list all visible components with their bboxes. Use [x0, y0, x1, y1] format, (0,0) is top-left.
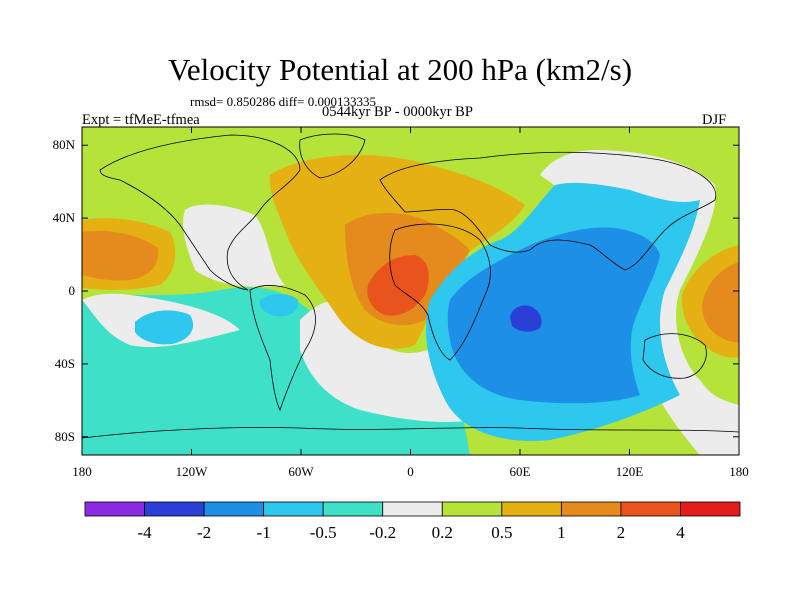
colorbar-level-label: 0.5: [491, 523, 512, 542]
x-tick-label: 180: [72, 464, 92, 479]
negative-strong-indian: [447, 227, 660, 404]
coastlines: [82, 133, 739, 439]
stats-label: rmsd= 0.850286 diff= 0.000133335: [190, 94, 376, 109]
period-label: 0544kyr BP - 0000kyr BP: [322, 104, 473, 120]
colorbar-swatch: [203, 501, 265, 517]
x-tick-label: 120E: [616, 464, 644, 479]
colorbar-swatch: [560, 501, 622, 517]
colorbar-swatch: [144, 501, 205, 517]
colorbar-level-label: 4: [676, 523, 685, 542]
positive-strong-pacific-west: [82, 230, 159, 281]
season-label: DJF: [702, 112, 727, 128]
neutral-patch-america: [183, 204, 285, 287]
y-tick-label: 40S: [55, 356, 75, 371]
y-tick-label: 80N: [53, 137, 76, 152]
experiment-label: Expt = tfMeE-tfmea: [82, 112, 200, 128]
colorbar-level-label: 0.2: [432, 523, 453, 542]
y-tick-label: 80S: [55, 429, 75, 444]
positive-max-atlantic: [367, 255, 429, 316]
colorbar-swatch: [501, 501, 562, 517]
negative-patch-south-america: [259, 294, 299, 317]
map-title: Velocity Potential at 200 hPa (km2/s): [167, 52, 633, 87]
colorbar-swatch: [680, 501, 741, 517]
colorbar-level-label: -0.5: [310, 523, 337, 542]
x-tick-label: 60E: [510, 464, 531, 479]
colorbar-level-label: -4: [137, 523, 152, 542]
x-axis-ticks: 180 120W 60W 0 60E 120E 180: [72, 127, 749, 479]
colorbar-swatch: [322, 501, 384, 517]
contour-fill-layer: [82, 127, 739, 455]
colorbar-level-label: 2: [617, 523, 626, 542]
colorbar-swatch: [620, 501, 681, 517]
y-tick-label: 0: [69, 283, 76, 298]
colorbar-level-label: -2: [197, 523, 211, 542]
colorbar-swatch: [382, 501, 443, 517]
colorbar-swatch: [441, 501, 503, 517]
colorbar-swatch: [263, 501, 324, 517]
negative-moderate-south-pacific: [135, 310, 194, 345]
negative-max-indian: [510, 305, 542, 332]
colorbar-swatch: [84, 501, 145, 517]
x-tick-label: 120W: [176, 464, 209, 479]
y-axis-ticks: 80N 40N 0 40S 80S: [53, 137, 739, 444]
colorbar: -4 -2 -1 -0.5 -0.2 0.2 0.5 1 2 4: [84, 501, 741, 542]
colorbar-level-label: -0.2: [369, 523, 396, 542]
x-tick-label: 0: [407, 464, 414, 479]
negative-south-band: [82, 320, 440, 455]
positive-strong-pacific-east: [702, 262, 739, 343]
colorbar-level-label: -1: [257, 523, 271, 542]
x-tick-label: 180: [729, 464, 749, 479]
x-tick-label: 60W: [288, 464, 314, 479]
y-tick-label: 40N: [53, 210, 76, 225]
colorbar-level-label: 1: [557, 523, 566, 542]
